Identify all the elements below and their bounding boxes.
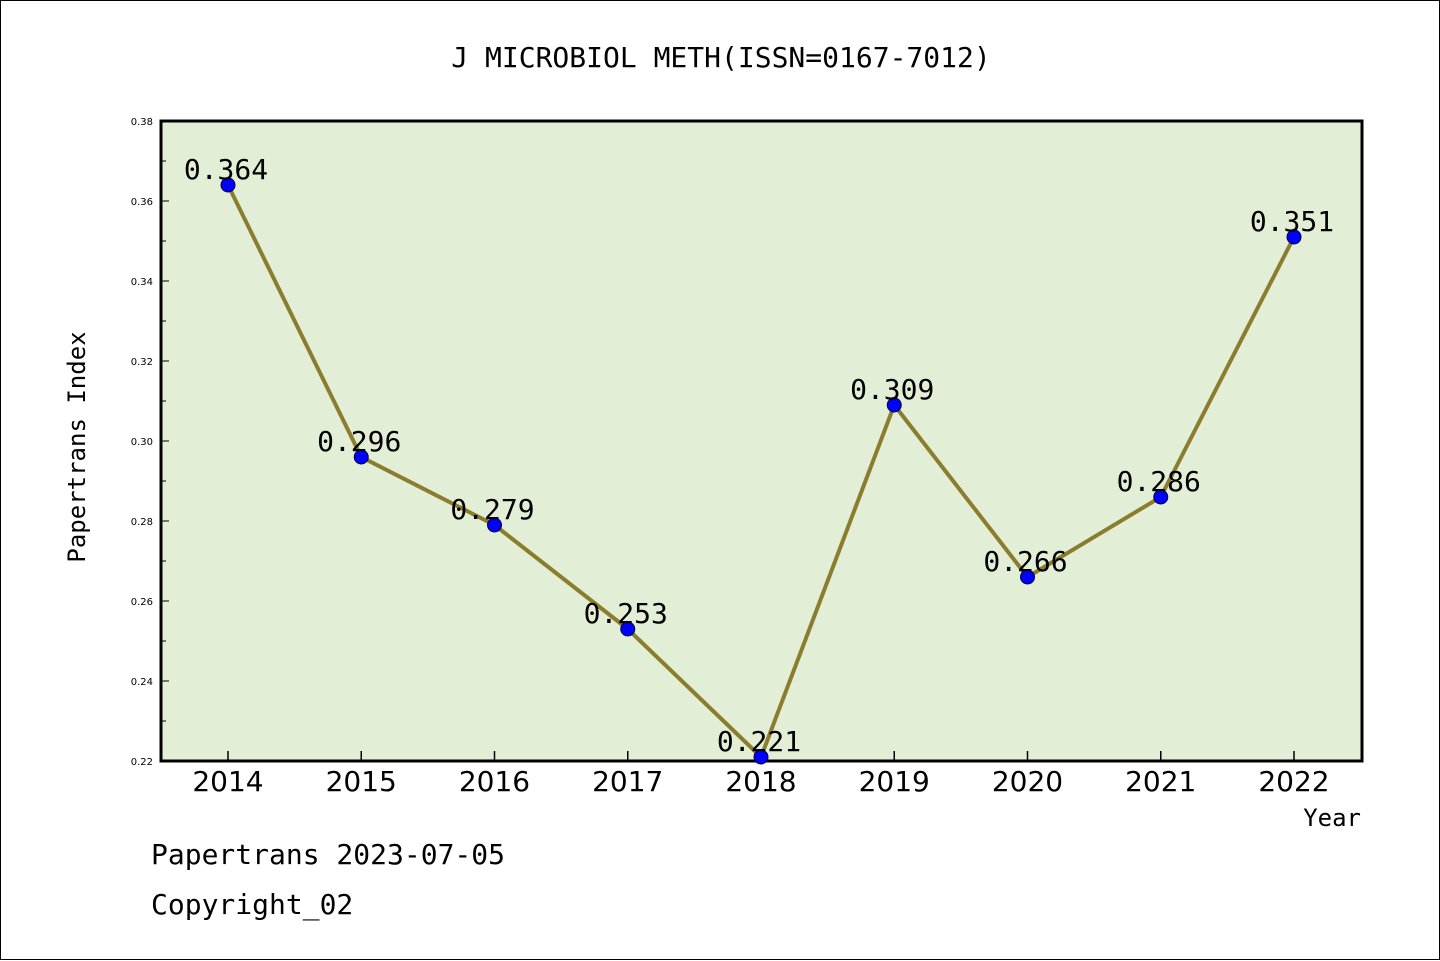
data-label: 0.279 <box>450 493 534 526</box>
y-tick-label: 0.32 <box>131 357 153 368</box>
y-tick-label: 0.30 <box>131 437 153 448</box>
y-tick-label: 0.22 <box>131 757 153 768</box>
x-tick-label: 2018 <box>725 765 796 798</box>
data-point <box>620 621 636 637</box>
chart-title: J MICROBIOL METH(ISSN=0167-7012) <box>451 41 990 74</box>
data-point <box>753 749 769 765</box>
x-tick-label: 2017 <box>592 765 663 798</box>
data-label: 0.221 <box>717 725 801 758</box>
x-axis: 2014 2015 2016 2017 2018 2019 2020 2021 2022 <box>192 751 1330 798</box>
y-tick-label: 0.24 <box>131 677 153 688</box>
data-point <box>886 397 902 413</box>
x-tick-label: 2019 <box>859 765 930 798</box>
data-label: 0.309 <box>850 373 934 406</box>
plot-area <box>159 119 1364 763</box>
x-axis-label: Year <box>1303 804 1361 832</box>
footer-copyright: Copyright_02 <box>151 888 353 922</box>
data-point <box>1286 229 1302 245</box>
x-tick-label: 2020 <box>992 765 1063 798</box>
data-point <box>1020 569 1035 585</box>
y-tick-label: 0.38 <box>131 117 153 128</box>
data-point <box>220 177 236 193</box>
data-label: 0.351 <box>1250 205 1334 238</box>
data-point <box>353 449 369 465</box>
data-label: 0.253 <box>584 597 668 630</box>
x-tick-label: 2016 <box>459 765 530 798</box>
y-tick-label: 0.34 <box>131 277 153 288</box>
data-label: 0.364 <box>184 153 268 186</box>
data-labels: 0.364 0.296 0.279 0.253 0.221 0.309 0.266 0.286… <box>184 153 1334 758</box>
y-tick-label: 0.36 <box>131 197 153 208</box>
y-tick-label: 0.28 <box>131 517 153 528</box>
data-points <box>220 177 1302 765</box>
x-tick-label: 2014 <box>192 765 263 798</box>
data-label: 0.286 <box>1117 465 1201 498</box>
y-tick-label: 0.26 <box>131 597 153 608</box>
data-point <box>487 517 502 533</box>
x-tick-label: 2021 <box>1125 765 1196 798</box>
x-tick-label: 2022 <box>1258 765 1329 798</box>
y-axis-label: Papertrans Index <box>63 331 91 562</box>
data-point <box>1153 489 1169 505</box>
footer-date: Papertrans 2023-07-05 <box>151 838 505 871</box>
data-label: 0.266 <box>983 545 1067 578</box>
x-tick-label: 2015 <box>326 765 397 798</box>
y-axis: 0.22 0.24 0.26 0.28 0.30 0.32 0.34 0.36 0.38 <box>131 117 169 768</box>
data-label: 0.296 <box>317 425 401 458</box>
